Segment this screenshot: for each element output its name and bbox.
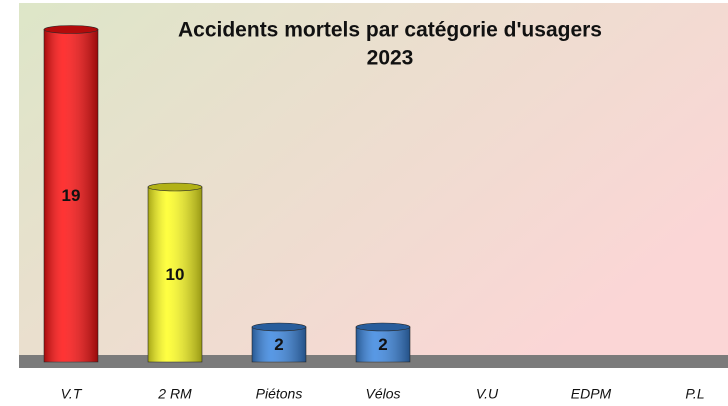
value-label: 2: [378, 335, 387, 354]
bar-top-shade: [356, 323, 410, 331]
x-tick-label: EDPM: [571, 386, 612, 401]
x-tick-label: P.L: [685, 386, 704, 401]
bar-top: [355, 322, 411, 332]
value-label: 19: [62, 186, 81, 205]
bar-top-shade: [252, 323, 306, 331]
bar-top: [147, 182, 203, 192]
bar-shade: [356, 327, 410, 362]
value-label: 10: [166, 265, 185, 284]
chart-title: Accidents mortels par catégorie d'usager…: [178, 19, 602, 42]
bar-shade: [148, 187, 202, 362]
bar-top-shade: [44, 25, 98, 34]
x-tick-label: Vélos: [365, 386, 400, 401]
bar-shade: [44, 29, 98, 362]
bar-top: [43, 25, 99, 34]
x-tick-label: 2 RM: [157, 386, 192, 401]
value-label: 2: [274, 335, 283, 354]
plot-area: [19, 3, 728, 358]
bar-top-shade: [148, 183, 202, 191]
bar-top: [251, 322, 307, 332]
x-tick-label: V.T: [61, 386, 83, 401]
x-tick-label: Piétons: [256, 386, 303, 401]
x-tick-label: V.U: [476, 386, 499, 401]
bar-shade: [252, 327, 306, 362]
chart-title: 2023: [367, 47, 414, 70]
